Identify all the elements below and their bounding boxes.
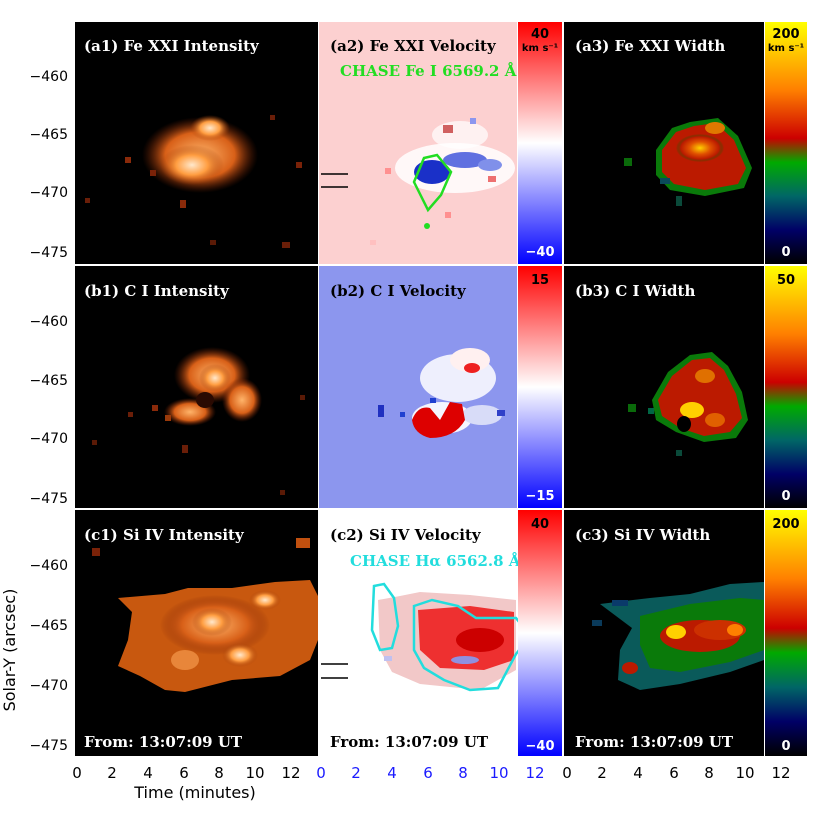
panel-b3: (b3) C I Width: [564, 266, 764, 508]
panel-c2-overlay-label: CHASE Hα 6562.8 Å: [350, 552, 521, 570]
colorbar-c-velocity: 40 −40: [518, 510, 562, 756]
panel-b2: (b2) C I Velocity: [319, 266, 517, 508]
x-tick-c3-12: 12: [771, 764, 790, 782]
y-tick-c-465: −465: [30, 618, 68, 634]
panel-c1-title: (c1) Si IV Intensity: [84, 526, 245, 544]
y-tick-c-470: −470: [30, 678, 68, 694]
x-tick-c2-8: 8: [458, 764, 468, 782]
x-tick-c2-4: 4: [387, 764, 397, 782]
colorbar-a-velocity-top-label: 40: [531, 27, 549, 42]
panel-c3-title: (c3) Si IV Width: [575, 526, 710, 544]
panel-a2-background: [319, 22, 517, 264]
y-tick-b-470: −470: [30, 431, 68, 447]
y-tick-a-470: −470: [30, 185, 68, 201]
panel-c2-from-label: From: 13:07:09 UT: [330, 733, 489, 751]
panel-a2: (a2) Fe XXI Velocity CHASE Fe I 6569.2 Å: [319, 22, 517, 264]
panel-b1: (b1) C I Intensity: [75, 266, 318, 508]
colorbar-c-velocity-bottom-label: −40: [526, 739, 555, 754]
colorbar-a-velocity-bottom-label: −40: [526, 245, 555, 260]
x-tick-c3-6: 6: [669, 764, 679, 782]
y-tick-b-465: −465: [30, 373, 68, 389]
panel-c3: (c3) Si IV Width From: 13:07:09 UT: [564, 510, 764, 756]
panel-c1-image: [92, 538, 318, 692]
panel-c3-from-label: From: 13:07:09 UT: [575, 733, 734, 751]
x-tick-c2-12: 12: [525, 764, 544, 782]
colorbar-c-width-bottom-label: 0: [781, 739, 790, 754]
colorbar-a-width: 200 km s⁻¹ 0: [765, 22, 807, 264]
panel-b3-image: [628, 352, 748, 456]
y-tick-a-465: −465: [30, 127, 68, 143]
panel-c2-image: [321, 582, 532, 692]
panel-a1-image: [85, 115, 302, 248]
panel-c1-from-label: From: 13:07:09 UT: [84, 733, 243, 751]
panel-b2-image: [378, 348, 505, 438]
panel-c1: (c1) Si IV Intensity From: 13:07:09 UT: [75, 510, 318, 756]
panel-b1-image: [92, 347, 305, 495]
y-axis-ticks: −460 −465 −470 −475 −460 −465 −470 −475 …: [30, 69, 68, 754]
y-tick-c-475: −475: [30, 738, 68, 754]
x-tick-c3-4: 4: [633, 764, 643, 782]
x-tick-c1-0: 0: [72, 764, 82, 782]
y-tick-b-475: −475: [30, 491, 68, 507]
colorbar-a-width-bottom-label: 0: [781, 245, 790, 260]
colorbar-b-velocity: 15 −15: [518, 266, 562, 508]
colorbar-c-width: 200 0: [765, 510, 807, 756]
panel-b3-title: (b3) C I Width: [575, 282, 695, 300]
colorbar-b-width-top-label: 50: [777, 273, 795, 288]
x-tick-c1-4: 4: [143, 764, 153, 782]
colorbar-c-velocity-top-label: 40: [531, 517, 549, 532]
panel-c3-image: [592, 582, 764, 690]
x-tick-c3-0: 0: [562, 764, 572, 782]
x-tick-c1-10: 10: [245, 764, 264, 782]
colorbar-a-velocity-unit: km s⁻¹: [522, 43, 558, 54]
colorbar-b-velocity-top-label: 15: [531, 273, 549, 288]
panel-a1: (a1) Fe XXI Intensity: [75, 22, 318, 264]
x-tick-c1-12: 12: [281, 764, 300, 782]
panel-a1-title: (a1) Fe XXI Intensity: [84, 37, 260, 55]
y-axis-label: Solar-Y (arcsec): [0, 589, 19, 712]
x-tick-c1-8: 8: [214, 764, 224, 782]
x-tick-c2-2: 2: [351, 764, 361, 782]
y-tick-c-460: −460: [30, 558, 68, 574]
x-axis-ticks: 0 2 4 6 8 10 12 0 2 4 6 8 10 12 0 2 4 6 …: [72, 764, 790, 782]
x-tick-c1-2: 2: [107, 764, 117, 782]
colorbar-a-width-unit: km s⁻¹: [768, 43, 804, 54]
panel-b2-title: (b2) C I Velocity: [330, 282, 467, 300]
panel-c2-title: (c2) Si IV Velocity: [330, 526, 482, 544]
y-tick-a-460: −460: [30, 69, 68, 85]
x-tick-c1-6: 6: [179, 764, 189, 782]
panel-a2-overlay-label: CHASE Fe I 6569.2 Å: [340, 62, 517, 80]
x-tick-c3-2: 2: [597, 764, 607, 782]
x-tick-c2-0: 0: [316, 764, 326, 782]
x-tick-c2-6: 6: [423, 764, 433, 782]
colorbar-a-velocity: 40 km s⁻¹ −40: [518, 22, 562, 264]
panel-a3-title: (a3) Fe XXI Width: [575, 37, 725, 55]
colorbar-a-width-top-label: 200: [772, 27, 799, 42]
x-axis-label: Time (minutes): [133, 783, 256, 802]
x-tick-c2-10: 10: [489, 764, 508, 782]
x-tick-c3-10: 10: [735, 764, 754, 782]
panel-a2-image: [321, 118, 515, 245]
colorbar-c-width-top-label: 200: [772, 517, 799, 532]
panel-a2-title: (a2) Fe XXI Velocity: [330, 37, 497, 55]
panel-a3: (a3) Fe XXI Width: [564, 22, 764, 264]
panel-a3-image: [624, 118, 752, 206]
colorbar-b-width: 50 0: [765, 266, 807, 508]
y-tick-a-475: −475: [30, 245, 68, 261]
y-tick-b-460: −460: [30, 314, 68, 330]
colorbar-b-velocity-bottom-label: −15: [526, 489, 555, 504]
x-tick-c3-8: 8: [704, 764, 714, 782]
panel-c2: (c2) Si IV Velocity CHASE Hα 6562.8 Å Fr…: [319, 510, 532, 756]
panel-b1-title: (b1) C I Intensity: [84, 282, 230, 300]
colorbar-b-width-bottom-label: 0: [781, 489, 790, 504]
